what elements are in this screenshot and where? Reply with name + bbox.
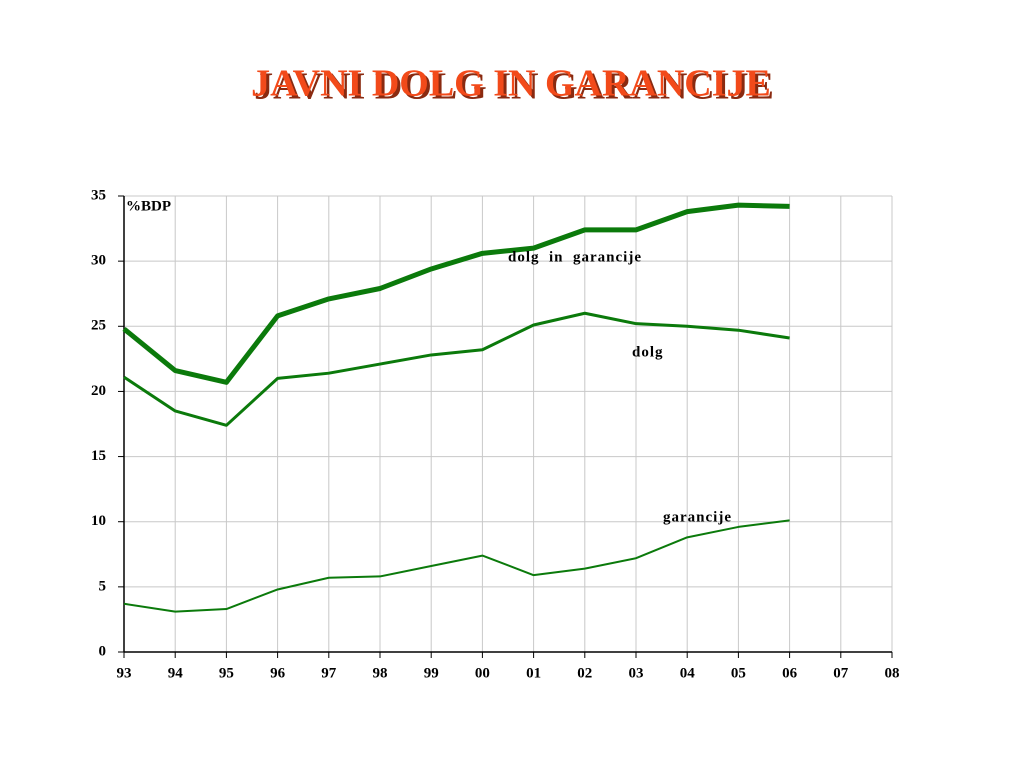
x-tick-label: 05 [731,665,746,681]
x-tick-label: 99 [424,665,439,681]
y-axis-label: %BDP [126,198,171,214]
y-tick-label: 25 [91,318,106,334]
x-tick-label: 96 [270,665,286,681]
x-tick-label: 02 [577,665,592,681]
x-tick-label: 04 [680,665,696,681]
x-tick-label: 94 [168,665,184,681]
x-tick-label: 95 [219,665,234,681]
y-tick-label: 30 [91,253,106,269]
x-tick-label: 98 [373,665,388,681]
y-tick-label: 15 [91,448,106,464]
x-tick-label: 07 [833,665,849,681]
series-label: dolg in garancije [508,249,642,265]
series-label: dolg [632,344,664,360]
x-tick-label: 97 [321,665,337,681]
title-shadow: JAVNI DOLG IN GARANCIJE [254,66,774,108]
chart-title: JAVNI DOLG IN GARANCIJE [251,63,771,105]
x-tick-label: 01 [526,665,541,681]
y-tick-label: 35 [91,187,106,203]
x-tick-label: 93 [117,665,132,681]
series-label: garancije [663,509,732,525]
x-tick-label: 03 [629,665,644,681]
y-tick-label: 0 [99,643,107,659]
x-tick-label: 06 [782,665,798,681]
x-tick-label: 08 [885,665,900,681]
y-tick-label: 10 [91,513,106,529]
y-tick-label: 5 [99,578,107,594]
x-tick-label: 00 [475,665,490,681]
y-tick-label: 20 [91,383,106,399]
series-line [122,202,790,385]
series-line [123,311,790,427]
series-line [123,519,790,613]
